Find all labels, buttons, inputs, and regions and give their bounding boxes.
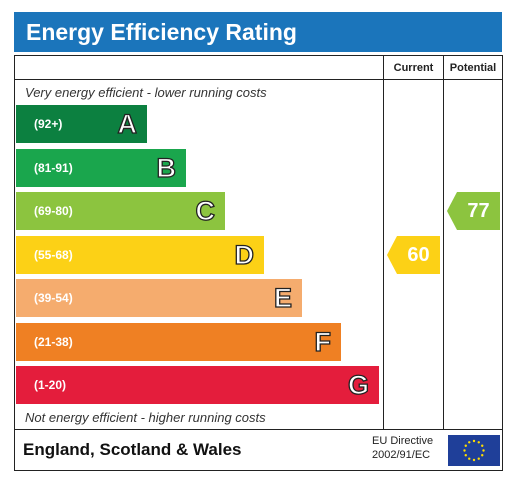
band-letter: A bbox=[117, 108, 138, 139]
rating-bar-a bbox=[16, 105, 147, 143]
band-range-label: (21-38) bbox=[34, 335, 73, 349]
band-range-label: (81-91) bbox=[34, 161, 73, 175]
band-letter: E bbox=[273, 282, 292, 313]
band-range-label: (39-54) bbox=[34, 291, 73, 305]
rating-bar-d bbox=[16, 236, 264, 274]
rating-bar-e bbox=[16, 279, 302, 317]
band-range-label: (69-80) bbox=[34, 204, 73, 218]
eu-directive-line1: EU Directive bbox=[372, 435, 434, 447]
rating-bar-g bbox=[16, 366, 379, 404]
band-letter: C bbox=[195, 195, 216, 226]
rating-bar-f bbox=[16, 323, 341, 361]
rating-bar-c bbox=[16, 192, 225, 230]
eu-directive: EU Directive 2002/91/EC bbox=[372, 434, 442, 462]
region-label: England, Scotland & Wales bbox=[23, 440, 242, 459]
top-caption: Very energy efficient - lower running co… bbox=[25, 85, 267, 100]
band-range-label: (1-20) bbox=[34, 378, 67, 392]
band-letter: G bbox=[347, 369, 369, 400]
band-range-label: (55-68) bbox=[34, 248, 73, 262]
rating-bar-b bbox=[16, 149, 186, 187]
chart-title: Energy Efficiency Rating bbox=[26, 19, 297, 45]
potential-rating-value: 77 bbox=[467, 200, 490, 222]
band-range-label: (92+) bbox=[34, 117, 63, 131]
band-letter: B bbox=[156, 152, 177, 183]
current-rating-arrow bbox=[387, 236, 440, 274]
eu-flag-icon bbox=[448, 435, 500, 466]
current-rating-value: 60 bbox=[407, 244, 430, 266]
eu-directive-line2: 2002/91/EC bbox=[372, 449, 431, 461]
band-letter: D bbox=[234, 239, 255, 270]
title-bar bbox=[14, 12, 502, 52]
current-column-header: Current bbox=[393, 62, 434, 74]
band-letter: F bbox=[314, 326, 332, 357]
potential-column-header: Potential bbox=[449, 62, 497, 74]
potential-rating-arrow bbox=[447, 192, 500, 230]
bottom-caption: Not energy efficient - higher running co… bbox=[25, 410, 266, 425]
